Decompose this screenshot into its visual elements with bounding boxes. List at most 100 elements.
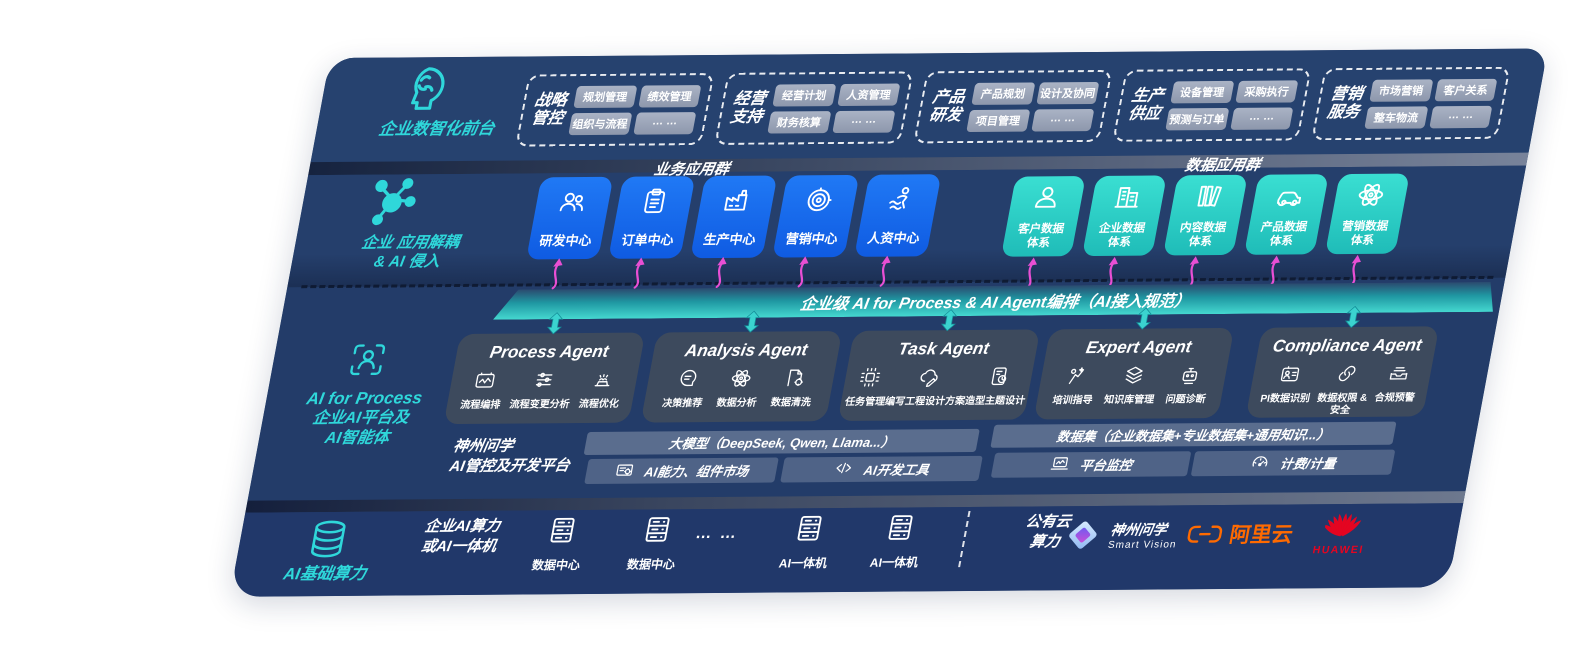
agent-item-label: PI数据识别 [1259,393,1311,405]
agent-item-label: 决策推荐 [661,398,704,410]
connector-arrow [743,310,760,333]
agent-title: Expert Agent [1084,337,1194,358]
front-layer-groups: 战略 管控 规划管理 绩效管理 组织与流程… … 经营 支持 经营计划 人资管理 财务核算… … 产… [515,66,1511,147]
agent-item: 培训指导 [1051,364,1099,407]
agent-cards: Process Agent 流程编排 流程变更分析 流程优化 Analysis Agen… [443,305,1441,425]
front-group: 产品 研发 产品规划 设计及协同 项目管理… … [913,69,1113,144]
person-run-icon [882,184,919,219]
server-icon [613,511,701,553]
connector-arrow [546,312,563,335]
agent-title: Task Agent [896,338,991,359]
server-item: 数据中心 [610,511,701,573]
business-app-group: 研发中心 订单中心 生产中心 营销中心 人资中心 [526,174,942,290]
flow-arrow [551,258,563,290]
front-group-title-line: 服务 [1325,103,1361,122]
agent-item-label: 造型主题设计 [963,395,1026,408]
business-app-label: 营销中心 [784,231,839,247]
head-brain-icon [391,63,455,118]
business-app: 生产中心 [690,175,778,289]
aliyun-text: 阿里云 [1227,523,1295,547]
front-group-title: 营销 服务 [1325,85,1365,122]
front-group-title-line: 支持 [728,108,764,126]
layers-icon [1119,364,1147,392]
front-pill: 项目管理 [966,109,1030,132]
id-card-icon [1275,362,1303,390]
agent-title: Process Agent [488,341,611,362]
front-group-title-line: 生产 [1130,87,1166,105]
front-pill: 设计及协同 [1035,81,1100,104]
front-group: 经营 支持 经营计划 人资管理 财务核算… … [714,71,914,145]
aliyun-logo: 阿里云 [1183,518,1296,549]
data-app: 客户数据 体系 [1000,176,1086,289]
person-scan-icon [344,340,391,380]
chip-gear-icon [612,460,636,483]
business-app-box: 研发中心 [526,176,614,260]
front-group-title-line: 战略 [533,91,569,110]
front-group-title: 生产 供应 [1126,87,1166,124]
ai-capability-label: AI能力、组件市场 [642,463,750,480]
platform-monitor-cell: 平台监控 [990,451,1192,478]
smartvision-logo: 神州问学 Smart Vision [1060,515,1182,554]
front-pill: … … [1229,106,1294,130]
data-app: 内容数据 体系 [1162,174,1248,288]
ai-capability-cell: AI能力、组件市场 [584,457,779,485]
business-app-label: 订单中心 [620,232,675,248]
front-pill: 整车物流 [1364,105,1428,129]
agent-item: 数据清洗 [770,366,818,409]
agent-item: 数据分析 [715,367,763,410]
billing-cell: 计费/计量 [1190,449,1396,477]
agent-title: Analysis Agent [683,340,810,361]
molecule-icon [360,173,424,228]
code-pen-icon [832,458,856,481]
server-label: AI一体机 [777,556,829,571]
dataset-bar: 数据集（企业数据集+专业数据集+通用知识...） [990,421,1397,448]
agent-item: 流程优化 [578,368,626,411]
front-group-pills: 市场营销 客户关系 整车物流… … [1364,78,1498,129]
data-app: 企业数据 体系 [1081,175,1167,288]
server-item: 数据中心 [515,512,606,574]
grid-nodes-icon [855,366,883,394]
atom-icon [1352,179,1389,214]
business-app-label: 研发中心 [538,232,593,249]
data-app-box: 客户数据 体系 [1000,176,1086,257]
data-app-label: 产品数据 体系 [1259,220,1309,248]
sliders-icon [530,368,558,396]
connector-arrow [941,309,958,332]
section-divider [958,510,971,568]
front-pill: 产品规划 [971,81,1035,105]
smartvision-diamond-icon [1069,521,1097,549]
data-app-box: 内容数据 体系 [1162,174,1248,256]
tablet-check-icon [985,365,1013,393]
front-group-pills: 产品规划 设计及协同 项目管理… … [966,81,1100,132]
front-group-pills: 设备管理 采购执行 预测与订单… … [1165,79,1299,130]
agent-item: 知识库管理 [1103,363,1161,406]
connector-arrow [1344,305,1361,329]
architecture-diagram: 企业数智化前台 企业 应用解耦 & AI 侵入 AI for Process 企… [229,48,1548,597]
data-app-label: 内容数据 体系 [1178,221,1228,249]
agent-item-label: 数据清洗 [769,397,812,409]
front-group-title-line: 产品 [931,88,967,106]
business-app: 人资中心 [854,174,942,287]
data-app-label: 企业数据 体系 [1097,222,1147,249]
front-group-title-line: 经营 [732,90,768,108]
server-item: AI一体机 [762,510,853,572]
flow-arrow [879,255,891,287]
ai-layer-label-line2: 企业AI平台及 [311,409,411,428]
server-icon [765,510,853,552]
agent-item: 决策推荐 [661,367,709,410]
huawei-logo: HUAWEI [1312,510,1372,556]
agent-items: 流程编排 流程变更分析 流程优化 [446,362,640,413]
agent-item-label: 知识库管理 [1102,394,1155,406]
server-label: 数据中心 [625,557,677,572]
agent-item: 编写工程设计方案 [884,365,972,409]
agent-card: Expert Agent 培训指导 知识库管理 问题诊断 [1033,307,1235,420]
data-app-box: 营销数据 体系 [1324,173,1410,255]
agent-items: 决策推荐 数据分析 数据清洗 [643,360,837,411]
front-pill: 规划管理 [573,85,637,108]
agent-item: 数据权限 & 安全 [1314,362,1374,417]
agent-items: 任务管理 编写工程设计方案 造型主题设计 [840,358,1035,409]
ai-layer-label-line3: AI智能体 [323,429,391,448]
front-group-title: 经营 支持 [728,90,768,127]
front-group-title: 战略 管控 [529,91,569,129]
agent-item-label: 编写工程设计方案 [883,396,967,408]
